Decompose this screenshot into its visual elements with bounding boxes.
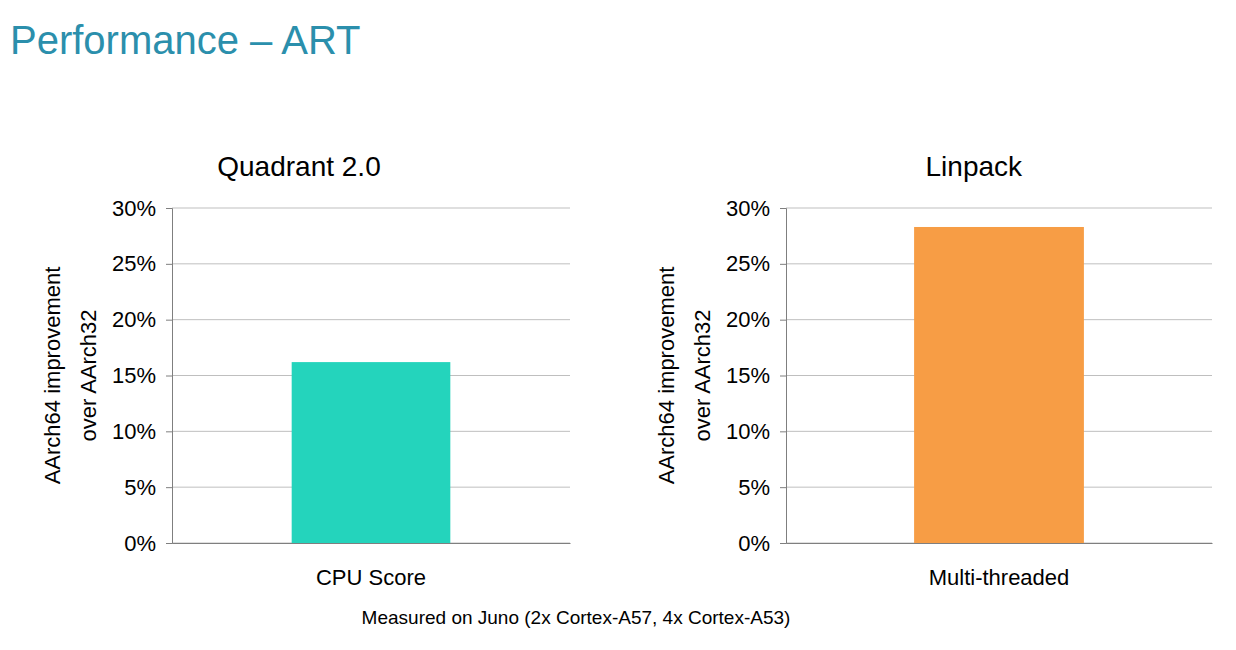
- grid-line: [172, 263, 570, 264]
- y-axis-title: AArch64 improvement: [654, 267, 679, 485]
- tick-label: 25%: [726, 251, 770, 276]
- y-axis: 0% 5% 10% 15% 20% 25% 30%: [112, 196, 173, 556]
- y-axis: 0% 5% 10% 15% 20% 25% 30%: [726, 196, 787, 556]
- y-tick: 25%: [112, 251, 172, 276]
- chart-title: Linpack: [926, 151, 1024, 182]
- y-tick: 0%: [738, 531, 786, 556]
- axis-line: [173, 543, 571, 544]
- tick-label: 0%: [738, 531, 770, 556]
- tick-label: 0%: [124, 531, 156, 556]
- tick-mark: [780, 487, 786, 488]
- bar: [292, 362, 451, 543]
- x-tick: CPU Score: [316, 565, 426, 590]
- tick-mark: [166, 208, 172, 209]
- y-axis-title: AArch64 improvement: [40, 267, 65, 485]
- footnote: Measured on Juno (2x Cortex-A57, 4x Cort…: [362, 607, 791, 628]
- x-axis: CPU Score: [173, 544, 571, 590]
- tick-label: 10%: [726, 419, 770, 444]
- y-tick: 30%: [112, 196, 172, 221]
- tick-label: 5%: [738, 475, 770, 500]
- x-tick: Multi-threaded: [929, 565, 1070, 590]
- tick-mark: [780, 264, 786, 265]
- y-tick: 25%: [726, 251, 786, 276]
- tick-label: 15%: [726, 363, 770, 388]
- bars: [914, 227, 1084, 543]
- slide-title: Performance – ART: [10, 18, 361, 62]
- grid: [786, 208, 1212, 543]
- tick-mark: [780, 320, 786, 321]
- y-tick: 5%: [738, 475, 786, 500]
- y-tick: 15%: [112, 363, 172, 388]
- y-tick: 15%: [726, 363, 786, 388]
- grid-line: [786, 208, 1212, 209]
- tick-mark: [780, 376, 786, 377]
- tick-mark: [780, 208, 786, 209]
- chart-title: Quadrant 2.0: [217, 151, 380, 182]
- x-axis: Multi-threaded: [787, 544, 1213, 590]
- grid-line: [172, 208, 570, 209]
- y-tick: 5%: [124, 475, 172, 500]
- tick-label: 5%: [124, 475, 156, 500]
- tick-label: 20%: [112, 307, 156, 332]
- y-tick: 20%: [726, 307, 786, 332]
- tick-mark: [780, 431, 786, 432]
- tick-label: 30%: [112, 196, 156, 221]
- bar: [914, 227, 1084, 543]
- tick-mark: [166, 264, 172, 265]
- grid: [172, 208, 570, 543]
- y-axis-title: over AArch32: [690, 309, 715, 441]
- y-tick: 0%: [124, 531, 172, 556]
- y-tick: 20%: [112, 307, 172, 332]
- tick-mark: [166, 431, 172, 432]
- axis-line: [787, 543, 1213, 544]
- axis-line: [780, 209, 787, 544]
- tick-label: Multi-threaded: [929, 565, 1070, 590]
- y-tick: 30%: [726, 196, 786, 221]
- tick-label: 10%: [112, 419, 156, 444]
- slide: Performance – ART Measured on Juno (2x Co…: [0, 0, 1236, 650]
- tick-mark: [166, 376, 172, 377]
- grid-line: [172, 319, 570, 320]
- y-axis-title: over AArch32: [76, 309, 101, 441]
- bars: [292, 362, 451, 543]
- y-tick: 10%: [112, 419, 172, 444]
- tick-label: 30%: [726, 196, 770, 221]
- tick-label: 15%: [112, 363, 156, 388]
- tick-mark: [166, 487, 172, 488]
- tick-mark: [780, 543, 786, 544]
- y-tick: 10%: [726, 419, 786, 444]
- chart: Linpack AArch64 improvement over AArch32 0%…: [654, 151, 1213, 590]
- axis-line: [166, 209, 173, 544]
- tick-label: 25%: [112, 251, 156, 276]
- chart: Quadrant 2.0 AArch64 improvement over AArc…: [40, 151, 571, 590]
- tick-mark: [166, 320, 172, 321]
- tick-label: 20%: [726, 307, 770, 332]
- tick-label: CPU Score: [316, 565, 426, 590]
- tick-mark: [166, 543, 172, 544]
